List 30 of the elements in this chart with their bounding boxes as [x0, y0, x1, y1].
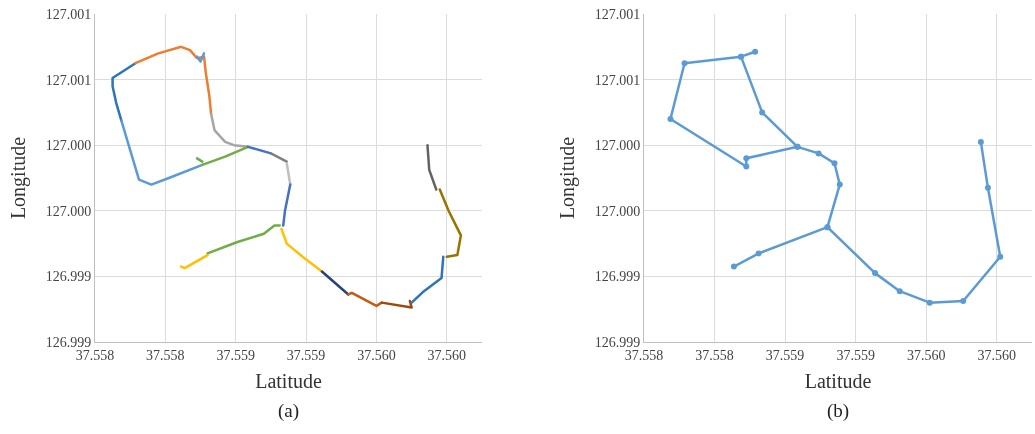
x-tick-label: 37.559	[286, 347, 326, 363]
y-tick-label: 126.999	[594, 269, 641, 285]
y-tick-label: 127.001	[45, 72, 92, 88]
x-axis-title: Latitude	[804, 370, 872, 393]
x-tick-label: 37.558	[75, 347, 115, 363]
y-tick-label: 127.000	[45, 203, 92, 219]
x-tick-label: 37.560	[427, 347, 467, 363]
y-tick-label: 126.999	[45, 334, 92, 350]
y-tick-label: 127.000	[594, 203, 641, 219]
x-tick-label: 37.560	[906, 347, 946, 363]
text: (a)	[278, 400, 300, 422]
x-tick-label: 37.559	[765, 347, 805, 363]
y-tick-label: 127.000	[45, 138, 92, 154]
x-axis-title: Latitude	[255, 370, 322, 393]
x-tick-label: 37.558	[624, 347, 664, 363]
y-tick-label: 126.999	[45, 269, 92, 285]
y-tick-label: 127.001	[45, 6, 92, 22]
x-tick-label: 37.559	[836, 347, 875, 363]
y-tick-label: 127.000	[594, 138, 641, 154]
x-tick-label: 37.559	[216, 347, 255, 363]
text: (b)	[827, 400, 850, 422]
y-axis-title: Longitude	[556, 136, 580, 220]
x-tick-label: 37.558	[695, 347, 734, 363]
y-axis-title: Longitude	[7, 136, 31, 220]
x-tick-label: 37.560	[977, 347, 1016, 363]
y-tick-label: 127.001	[594, 72, 641, 88]
y-tick-label: 126.999	[594, 334, 641, 350]
y-tick-label: 127.001	[594, 6, 641, 22]
x-tick-label: 37.558	[146, 347, 185, 363]
x-tick-label: 37.560	[357, 347, 396, 363]
